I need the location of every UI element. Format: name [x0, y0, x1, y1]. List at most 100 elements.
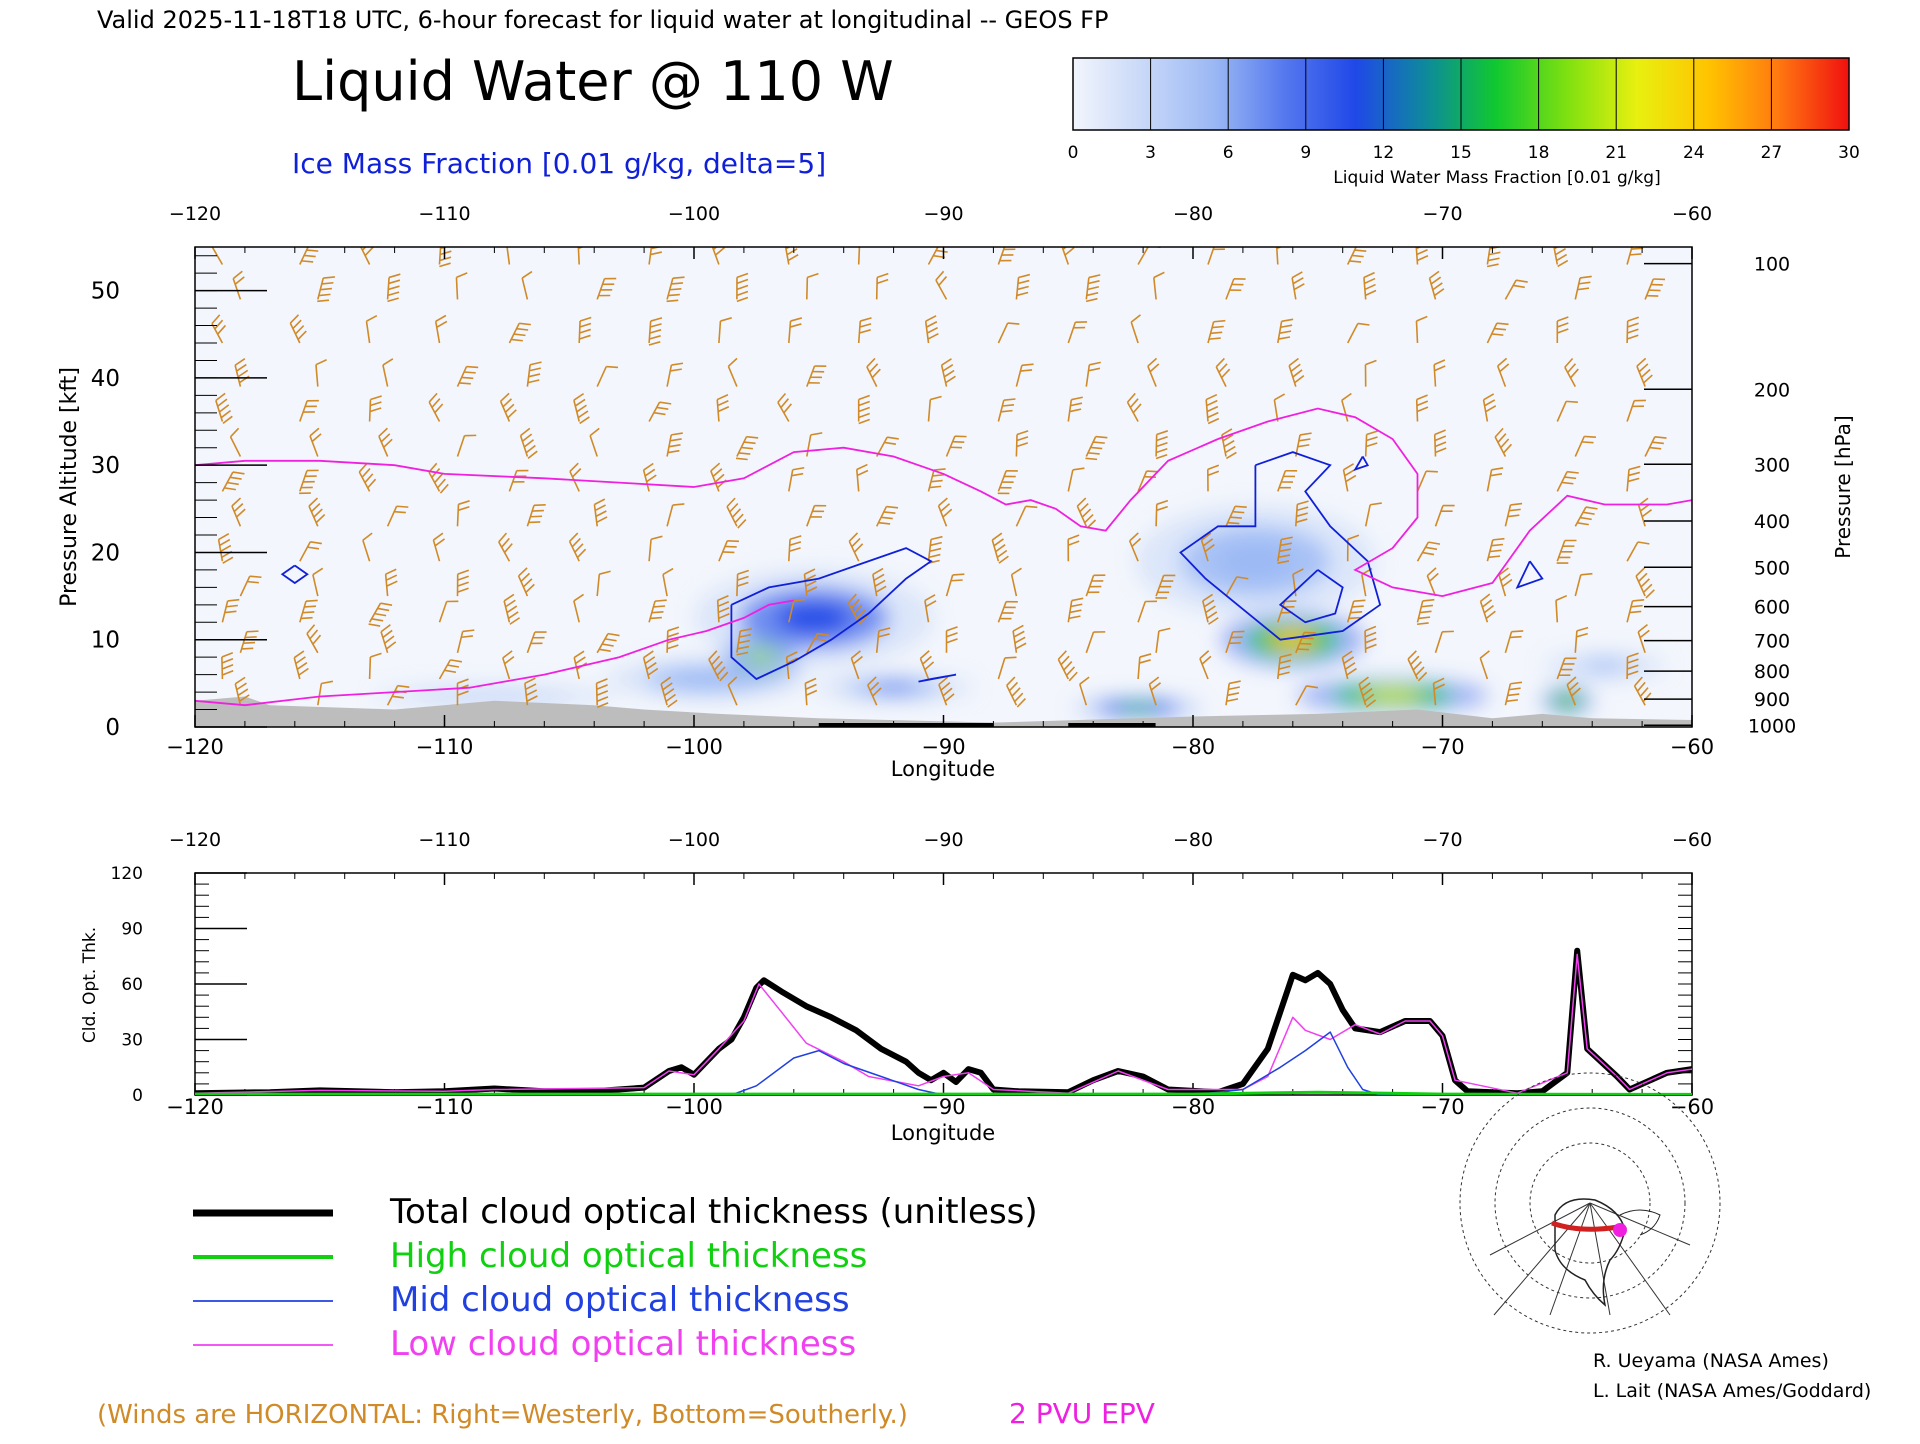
wind-barb-staff [597, 683, 598, 705]
legend-label-high: High cloud optical thickness [390, 1236, 867, 1276]
y-tick-label: 20 [91, 540, 120, 566]
wind-barb-staff [877, 277, 878, 299]
legend-label-total: Total cloud optical thickness (unitless) [389, 1192, 1038, 1232]
colorbar-tick-label: 15 [1450, 143, 1472, 163]
x-tick-label: −100 [665, 1095, 723, 1119]
colorbar-tick-label: 30 [1838, 143, 1860, 163]
pressure-tick-label: 700 [1754, 631, 1790, 653]
wind-barb-staff [370, 657, 371, 679]
liquid-water-patch [1270, 631, 1315, 648]
colorbar-tick-label: 21 [1605, 143, 1627, 163]
pressure-tick-label: 500 [1754, 557, 1790, 579]
x-tick-label-top: −90 [923, 203, 963, 225]
colorbar-tick-label: 0 [1068, 143, 1079, 163]
optical-thickness-frame [195, 873, 1692, 1095]
wind-barb-feather [1060, 236, 1072, 243]
wind-barb-staff [1365, 631, 1366, 653]
x-tick-label-top: −110 [418, 203, 470, 225]
pressure-tick-label: 300 [1754, 454, 1790, 476]
wind-barb-feather [209, 236, 221, 245]
y-tick-label: 30 [91, 453, 120, 479]
wind-barb-feather [860, 239, 871, 243]
legend-label-mid: Mid cloud optical thickness [390, 1280, 850, 1320]
y-tick-label: 40 [91, 366, 120, 392]
wind-barb-staff [578, 243, 579, 265]
optical-thickness-panel: −120−120−110−110−100−100−90−90−80−80−70−… [80, 829, 1714, 1145]
wind-barb-staff [667, 631, 668, 653]
legend-label-low: Low cloud optical thickness [390, 1324, 856, 1364]
x-tick-label: −100 [665, 735, 723, 759]
pressure-tick-label: 900 [1754, 689, 1790, 711]
wind-barb-staff [1416, 321, 1417, 343]
optical-thickness-lines [195, 951, 1692, 1095]
x-tick-label: −110 [416, 735, 474, 759]
y-tick-label: 0 [132, 1086, 143, 1106]
cross-section-panel: −120 −120 −110 −110 −100 −100 −90 −90 −80 −80 −70 −… [57, 203, 1855, 781]
colorbar-tick-label: 9 [1300, 143, 1311, 163]
x-tick-label: −60 [1670, 735, 1714, 759]
x-tick-label-top: −60 [1672, 829, 1712, 851]
location-marker [1613, 1223, 1627, 1237]
wind-barb-feather [441, 239, 452, 244]
pressure-tick-label: 100 [1754, 254, 1790, 276]
colorbar-tick-label: 12 [1373, 143, 1395, 163]
colorbar-tick-label: 6 [1223, 143, 1234, 163]
wind-barb-staff [1156, 504, 1157, 526]
main-title: Liquid Water @ 110 W [292, 50, 894, 113]
wind-barb-staff [1417, 400, 1418, 422]
x-tick-label-top: −100 [668, 829, 720, 851]
y-tick-label: 60 [121, 975, 143, 995]
liquid-water-patch [1218, 544, 1293, 579]
y-tick-label: 30 [121, 1031, 143, 1051]
wind-barb-staff [222, 657, 223, 679]
x-tick-label-top: −80 [1173, 829, 1213, 851]
colorbar-label: Liquid Water Mass Fraction [0.01 g/kg] [1333, 168, 1660, 188]
wind-barb-staff [1016, 435, 1017, 457]
x-tick-label: −90 [921, 735, 965, 759]
colorbar-tick-label: 18 [1528, 143, 1550, 163]
colorbar-tick-label: 27 [1761, 143, 1783, 163]
valid-time-line: Valid 2025-11-18T18 UTC, 6-hour forecast… [97, 6, 1108, 34]
x-tick-label-top: −110 [418, 829, 470, 851]
wind-barb-feather [506, 237, 517, 242]
liquid-water-patch [1118, 704, 1158, 711]
x-tick-label-top: −90 [923, 829, 963, 851]
x-tick-label-top: −60 [1672, 203, 1712, 225]
pressure-tick-label: 1000 [1748, 715, 1796, 737]
liquid-water-patch [776, 603, 851, 634]
series-line-total [195, 951, 1692, 1093]
y-tick-label: 90 [121, 920, 143, 940]
wind-barb-feather [784, 237, 796, 243]
colorbar-tick-label: 3 [1145, 143, 1156, 163]
wind-barb-feather [358, 236, 370, 244]
x-tick-label-top: −70 [1422, 203, 1462, 225]
x-tick-label-top: −120 [169, 203, 221, 225]
wind-barb-feather [1552, 237, 1564, 243]
pressure-tick-label: 400 [1754, 511, 1790, 533]
wind-barb-feather [1633, 239, 1645, 246]
liquid-water-patch [457, 693, 532, 700]
x-tick-label: −120 [166, 1095, 224, 1119]
x-tick-label: −120 [166, 735, 224, 759]
x-tick-label: −60 [1670, 1095, 1714, 1119]
cross-section-ylabel: Pressure Altitude [kft] [57, 367, 82, 607]
pressure-tick-label: 800 [1754, 661, 1790, 683]
x-tick-label: −70 [1420, 1095, 1464, 1119]
wind-barb-feather [1215, 240, 1227, 247]
x-tick-label: −80 [1171, 1095, 1215, 1119]
x-tick-label: −110 [416, 1095, 474, 1119]
pressure-tick-label: 200 [1754, 379, 1790, 401]
cross-section-xlabel: Longitude [891, 757, 995, 781]
ice-mass-fraction-label: Ice Mass Fraction [0.01 g/kg, delta=5] [292, 147, 826, 180]
wind-barb-staff [458, 504, 459, 526]
x-tick-label-top: −100 [668, 203, 720, 225]
wind-barb-feather [710, 236, 722, 244]
x-tick-label: −80 [1171, 735, 1215, 759]
wind-barb-feather [1276, 238, 1287, 243]
x-tick-label-top: −80 [1173, 203, 1213, 225]
wind-barb-staff [737, 574, 738, 596]
wind-barb-staff [1435, 435, 1436, 457]
